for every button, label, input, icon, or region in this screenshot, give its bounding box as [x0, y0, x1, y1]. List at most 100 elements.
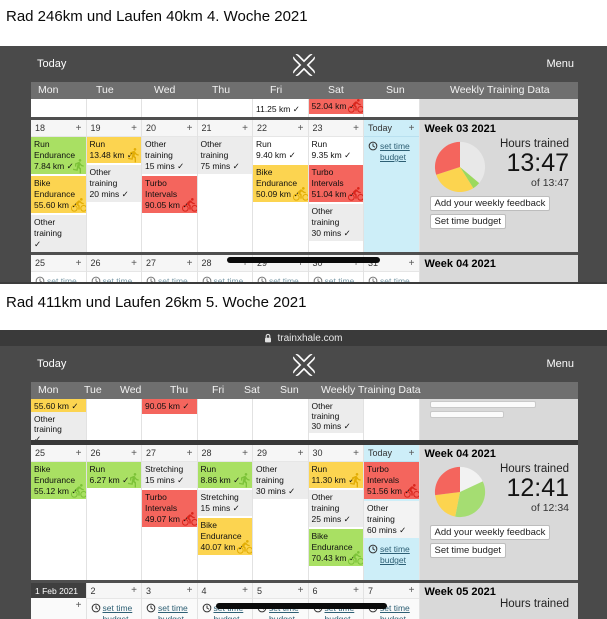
add-workout-button[interactable]: +	[242, 585, 248, 596]
add-workout-button[interactable]: +	[131, 122, 137, 134]
week-divider	[31, 117, 578, 120]
day-number: 6	[312, 585, 318, 596]
workout-chip[interactable]: Run 9.40 km ✓	[256, 139, 296, 160]
today-button[interactable]: Today	[37, 358, 67, 370]
set-time-budget[interactable]: set time budget	[253, 599, 308, 619]
weekly-feedback-button[interactable]: Add your weekly feedback	[429, 525, 551, 540]
workout-chip[interactable]: Turbo Intervals 49.07 km ✓	[142, 490, 197, 527]
workout-chip[interactable]: Bike Endurance 70.43 km ✓	[308, 529, 364, 566]
workout-chip[interactable]: Bike Endurance 50.09 km ✓	[253, 165, 308, 202]
weekly-feedback-button[interactable]: Add your weekly feedback	[429, 196, 551, 211]
set-time-budget[interactable]: set time budget	[142, 272, 197, 282]
add-workout-button[interactable]: +	[186, 122, 193, 134]
workout-chip[interactable]: Run 6.27 km ✓	[86, 462, 141, 488]
add-workout-button[interactable]: +	[297, 122, 304, 134]
add-workout-button[interactable]: +	[353, 447, 359, 459]
workout-chip[interactable]: 90.05 km ✓	[142, 399, 197, 414]
set-time-budget[interactable]: set time budget	[364, 272, 419, 282]
add-workout-button[interactable]: +	[408, 447, 415, 459]
workout-chip[interactable]: Stretching 15 mins ✓	[142, 462, 197, 488]
workout-chip[interactable]: Other training 60 mins ✓	[364, 501, 419, 538]
add-workout-button[interactable]: +	[186, 257, 193, 269]
set-time-budget[interactable]: set time budget	[309, 599, 364, 619]
workout-chip[interactable]: Run 13.48 km ✓	[86, 137, 141, 163]
workout-chip[interactable]: Other training 15 mins ✓	[142, 137, 197, 174]
day-number: 4	[201, 585, 207, 596]
set-time-budget[interactable]: set time budget	[253, 272, 308, 282]
weekly-summary-week3: Week 03 2021 Hours trained 13:47 of 13:4…	[419, 120, 578, 252]
workout-chip[interactable]: Turbo Intervals 51.56 km ✓	[364, 462, 419, 499]
add-workout-button[interactable]: +	[297, 447, 304, 459]
set-time-budget[interactable]: set time budget	[87, 272, 142, 282]
workout-chip[interactable]: Turbo Intervals 90.05 km ✓	[142, 176, 197, 213]
set-time-budget-button[interactable]: Set time budget	[429, 543, 507, 558]
workout-chip[interactable]: Run 9.35 km ✓	[311, 139, 352, 160]
set-time-budget[interactable]: set time budget	[198, 599, 253, 619]
workout-chip[interactable]: Turbo Intervals 51.04 km ✓	[308, 165, 364, 202]
set-time-budget[interactable]: set time budget	[87, 599, 142, 619]
add-workout-button[interactable]: +	[353, 122, 359, 134]
set-time-budget-button[interactable]: Set time budget	[429, 214, 507, 229]
menu-button[interactable]: Menu	[546, 58, 574, 70]
day-number: 5	[257, 585, 263, 596]
workout-chip[interactable]: Other training 30 mins ✓	[308, 204, 363, 241]
add-workout-button[interactable]: +	[408, 257, 415, 269]
workout-chip[interactable]: Bike Endurance 55.60 km ✓	[31, 176, 86, 213]
set-time-budget[interactable]: set time budget	[364, 540, 419, 566]
add-workout-button[interactable]: +	[353, 585, 359, 596]
workout-chip[interactable]: Other training 25 mins ✓	[308, 490, 363, 527]
add-workout-button[interactable]: +	[242, 257, 248, 269]
add-workout-button[interactable]: +	[75, 447, 82, 459]
workout-chip[interactable]: Run Endurance 7.84 km ✓	[31, 137, 86, 174]
add-workout-button[interactable]: +	[353, 257, 359, 269]
set-time-budget[interactable]: set time budget	[309, 272, 364, 282]
previous-week-partial-row: 11.25 km ✓ 52.04 km ✓	[31, 99, 578, 117]
add-workout-button[interactable]: +	[75, 122, 82, 134]
set-time-budget[interactable]: set time budget	[31, 272, 86, 282]
add-workout-button[interactable]: +	[75, 600, 82, 611]
set-time-budget[interactable]: set time budget	[364, 599, 419, 619]
add-workout-button[interactable]: +	[75, 257, 82, 269]
add-workout-button[interactable]: +	[297, 257, 304, 269]
add-workout-button[interactable]: +	[131, 447, 137, 459]
set-time-budget[interactable]: set time budget	[198, 272, 253, 284]
annotation-marker-bar	[227, 257, 380, 263]
current-date-badge: 1 Feb 2021	[31, 583, 86, 598]
workout-chip[interactable]: Other training ✓	[31, 412, 86, 440]
menu-button[interactable]: Menu	[546, 358, 574, 370]
day-cell-22: 22 + Run 9.40 km ✓ Bike Endurance 50.09 km …	[253, 120, 309, 252]
workout-chip[interactable]: Other training ✓	[31, 215, 86, 252]
week-label: Week 04 2021	[424, 448, 496, 460]
add-workout-button[interactable]: +	[131, 585, 137, 596]
today-button[interactable]: Today	[37, 58, 67, 70]
add-workout-button[interactable]: +	[242, 447, 248, 459]
workout-chip[interactable]: Bike Endurance 40.07 km ✓	[197, 518, 253, 555]
browser-address-bar[interactable]: trainxhale.com	[0, 330, 607, 346]
day-cell-26: 26 + Run 6.27 km ✓	[86, 445, 142, 580]
workout-chip[interactable]: Bike Endurance 55.12 km ✓	[31, 462, 86, 499]
add-workout-button[interactable]: +	[408, 585, 415, 596]
workout-chip[interactable]: Run 11.30 km ✓	[308, 462, 363, 488]
day-header-tue: Tue	[96, 84, 114, 96]
workout-chip[interactable]: 55.60 km ✓	[31, 399, 86, 412]
workout-distance[interactable]: 11.25 km ✓	[256, 104, 300, 114]
lock-icon	[265, 333, 272, 342]
add-workout-button[interactable]: +	[408, 122, 415, 134]
workout-chip[interactable]: Stretching 15 mins ✓	[197, 490, 252, 516]
workout-chip[interactable]: Other training 20 mins ✓	[86, 165, 141, 202]
set-time-budget[interactable]: set time budget	[142, 599, 197, 619]
workout-chip[interactable]: Run 8.86 km ✓	[197, 462, 252, 488]
workout-chip[interactable]: Other training 30 mins ✓	[308, 399, 363, 433]
workout-chip[interactable]: 52.04 km ✓	[308, 99, 364, 114]
add-workout-button[interactable]: +	[186, 585, 193, 596]
add-workout-button[interactable]: +	[131, 257, 137, 269]
day-number: 3	[146, 585, 152, 596]
set-time-budget[interactable]: set time budget	[364, 137, 419, 163]
clock-icon	[202, 276, 212, 284]
workout-chip[interactable]: Other training 30 mins ✓	[253, 462, 308, 499]
add-workout-button[interactable]: +	[242, 122, 248, 134]
workout-chip[interactable]: Other training 75 mins ✓	[197, 137, 252, 174]
day-number: 20	[146, 123, 157, 133]
add-workout-button[interactable]: +	[297, 585, 304, 596]
add-workout-button[interactable]: +	[186, 447, 193, 459]
